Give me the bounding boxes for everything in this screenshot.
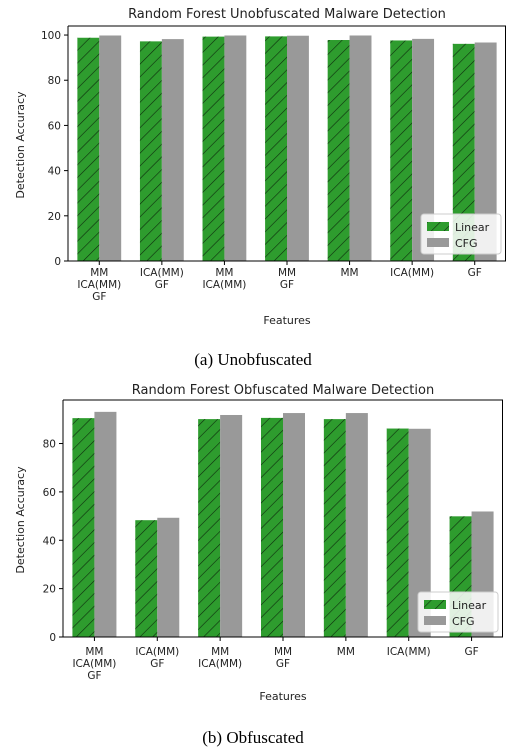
bar-hatch-5 [386, 428, 409, 637]
bar-cfg-4 [349, 35, 372, 261]
bar-hatch-0 [72, 418, 95, 637]
y-axis-label: Detection Accuracy [14, 91, 27, 199]
y-tick-label: 20 [48, 211, 61, 223]
legend-swatch-hatch [427, 222, 449, 231]
bar-cfg-3 [283, 413, 305, 637]
bar-cfg-0 [99, 35, 122, 261]
legend: Linear CFG [420, 213, 502, 255]
y-tick-label: 60 [48, 120, 61, 132]
y-tick-label: 20 [43, 584, 56, 596]
bar-hatch-5 [390, 40, 413, 261]
x-tick-label: MM GF [274, 646, 292, 670]
legend-label-cfg: CFG [452, 615, 475, 628]
legend: Linear CFG [417, 591, 499, 633]
x-tick-label: MM [341, 267, 359, 279]
bar-cfg-2 [220, 414, 243, 637]
y-tick-label: 100 [41, 30, 61, 42]
bar-cfg-5 [412, 38, 435, 261]
chart-title: Random Forest Obfuscated Malware Detecti… [132, 383, 434, 398]
x-tick-label: ICA(MM) GF [140, 267, 184, 291]
x-tick-label: GF [468, 267, 482, 279]
bar-hatch-3 [265, 36, 287, 262]
legend-swatch-cfg [424, 616, 446, 625]
y-axis-label: Detection Accuracy [14, 466, 27, 574]
bar-hatch-6 [452, 43, 475, 262]
bar-hatch-1 [135, 520, 158, 637]
bar-hatch-1 [139, 41, 162, 261]
y-tick-label: 0 [54, 256, 61, 268]
bar-cfg-5 [408, 428, 431, 637]
x-axis-label: Features [263, 314, 311, 327]
legend-label-linear: Linear [455, 221, 490, 234]
legend-swatch-hatch [424, 600, 446, 609]
chart-caption: (b) Obfuscated [202, 728, 304, 747]
bar-cfg-2 [224, 35, 247, 261]
x-axis-label: Features [259, 690, 307, 703]
y-tick-label: 80 [48, 75, 61, 87]
x-tick-label: ICA(MM) GF [135, 646, 179, 670]
x-tick-label: MM ICA(MM) [202, 267, 246, 291]
legend-label-cfg: CFG [455, 237, 478, 250]
chart-title: Random Forest Unobfuscated Malware Detec… [128, 7, 446, 22]
bar-hatch-4 [323, 419, 346, 637]
y-tick-label: 0 [49, 632, 56, 644]
bar-hatch-2 [202, 36, 225, 261]
legend-label-linear: Linear [452, 599, 487, 612]
x-tick-label: MM ICA(MM) GF [72, 646, 116, 682]
bar-cfg-4 [345, 413, 368, 637]
chart-obfuscated: Random Forest Obfuscated Malware Detecti… [14, 383, 503, 747]
legend-swatch-cfg [427, 238, 449, 247]
x-tick-label: MM [337, 646, 355, 658]
chart-caption: (a) Unobfuscated [194, 350, 312, 369]
chart-unobfuscated: Random Forest Unobfuscated Malware Detec… [14, 7, 506, 369]
y-tick-label: 60 [43, 487, 56, 499]
bar-hatch-3 [261, 417, 283, 637]
bar-cfg-0 [94, 411, 117, 637]
bar-hatch-0 [77, 37, 100, 261]
bar-cfg-1 [157, 517, 180, 637]
bar-cfg-3 [287, 35, 309, 262]
x-tick-label: MM ICA(MM) [198, 646, 242, 670]
bar-cfg-6 [474, 42, 497, 261]
bar-hatch-2 [198, 419, 221, 637]
x-tick-label: ICA(MM) [390, 267, 434, 279]
x-tick-label: MM GF [278, 267, 296, 291]
y-tick-label: 40 [48, 166, 61, 178]
y-tick-label: 40 [43, 535, 56, 547]
x-tick-label: MM ICA(MM) GF [77, 267, 121, 303]
x-tick-label: GF [464, 646, 478, 658]
bar-cfg-1 [161, 39, 184, 261]
bar-hatch-4 [327, 40, 350, 262]
x-tick-label: ICA(MM) [387, 646, 431, 658]
y-tick-label: 80 [43, 439, 56, 451]
